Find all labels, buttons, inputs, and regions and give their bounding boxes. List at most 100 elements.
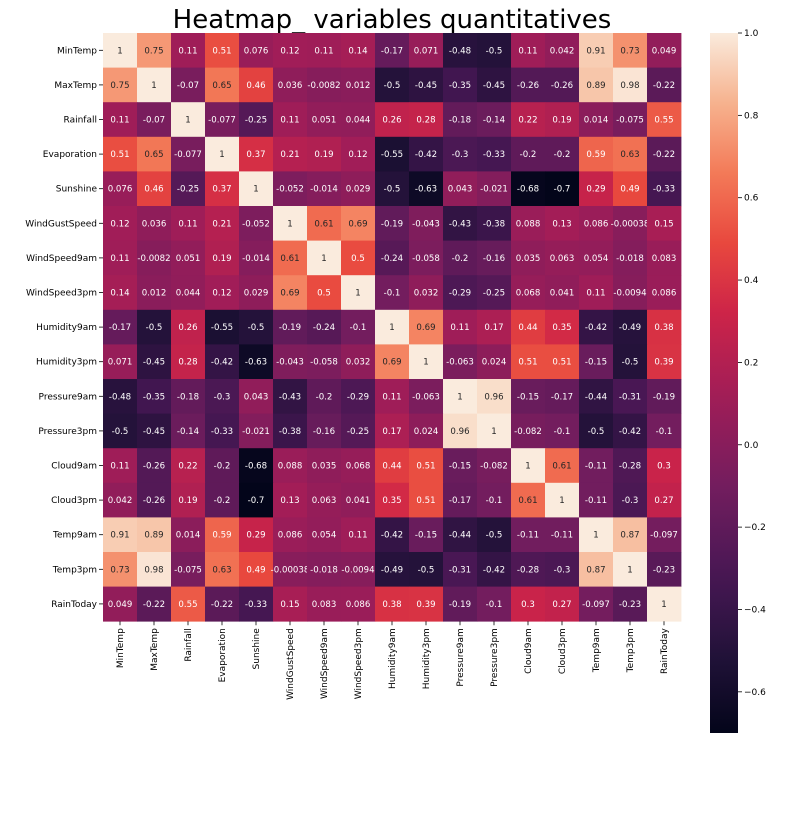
cell-value-label: 0.12 [110, 219, 129, 229]
cell-value-label: -0.29 [449, 289, 471, 299]
heatmap-cell [137, 171, 172, 207]
cell-value-label: 0.63 [212, 565, 231, 575]
heatmap-cell [137, 448, 172, 484]
heatmap-cell [545, 413, 580, 449]
heatmap-cell [477, 344, 512, 380]
cell-value-label: -0.22 [211, 600, 233, 610]
cell-value-label: -0.021 [480, 185, 508, 195]
heatmap-cell [579, 448, 614, 484]
heatmap-cell [511, 344, 546, 380]
heatmap-cell [307, 517, 342, 553]
heatmap-cell [477, 67, 512, 103]
cell-value-label: -0.33 [653, 185, 675, 195]
cell-value-label: -0.2 [520, 150, 537, 160]
cell-value-label: 0.071 [414, 46, 439, 56]
cell-value-label: -0.22 [653, 150, 675, 160]
cell-value-label: -0.45 [143, 358, 165, 368]
heatmap-cell [307, 33, 342, 68]
heatmap-cell [613, 33, 648, 68]
heatmap-cell [647, 552, 682, 587]
heatmap-cell [511, 517, 546, 553]
cell-value-label: -0.058 [412, 254, 440, 264]
heatmap-cell [103, 482, 138, 518]
y-tick-label: Humidity9am [36, 323, 97, 333]
y-tick-label: Cloud3pm [51, 496, 97, 506]
heatmap-cell [443, 67, 478, 103]
heatmap-cell [239, 33, 274, 68]
heatmap-cell [443, 586, 478, 622]
cell-value-label: 0.3 [657, 462, 671, 472]
heatmap-cell [545, 517, 580, 553]
cell-value-label: 0.91 [586, 46, 605, 56]
cell-value-label: -0.077 [174, 150, 202, 160]
cell-value-label: 0.59 [586, 150, 605, 160]
cell-value-label: -0.42 [211, 358, 233, 368]
cell-value-label: 0.44 [382, 462, 401, 472]
heatmap-cell [647, 240, 682, 276]
heatmap-cell [409, 171, 444, 207]
heatmap-cell [205, 309, 240, 345]
heatmap-cell [239, 344, 274, 380]
x-tick-label: Evaporation [218, 628, 228, 682]
heatmap-cell [103, 240, 138, 276]
heatmap-cell [239, 309, 274, 345]
y-tick-label: WindSpeed9am [26, 254, 97, 264]
cell-value-label: 0.55 [178, 600, 197, 610]
cell-value-label: 0.014 [176, 531, 201, 541]
cell-value-label: 0.22 [518, 116, 537, 126]
heatmap-cell [579, 482, 614, 518]
cell-value-label: 0.076 [108, 185, 133, 195]
heatmap-cell [137, 67, 172, 103]
cell-value-label: -0.25 [347, 427, 369, 437]
cell-value-label: -0.24 [381, 254, 403, 264]
cell-value-label: 1 [457, 392, 462, 402]
heatmap-cell [239, 448, 274, 484]
heatmap-cell [137, 240, 172, 276]
cell-value-label: -0.018 [310, 565, 338, 575]
heatmap-cell [511, 275, 546, 311]
cell-value-label: 0.69 [280, 289, 299, 299]
heatmap-cell [341, 102, 376, 138]
cell-value-label: 0.73 [110, 565, 129, 575]
cell-value-label: -0.1 [384, 289, 401, 299]
heatmap-cell [239, 206, 274, 241]
cell-value-label: -0.5 [384, 81, 401, 91]
heatmap-cell [273, 448, 308, 484]
cell-value-label: 0.39 [416, 600, 435, 610]
cell-value-label: 0.063 [550, 254, 575, 264]
cell-value-label: 0.26 [382, 116, 401, 126]
x-tick-label: Temp3pm [626, 628, 636, 673]
cell-value-label: -0.68 [245, 462, 267, 472]
heatmap-cell [375, 206, 410, 241]
heatmap-cell [171, 240, 206, 276]
heatmap-cell [545, 136, 580, 172]
heatmap-cell [545, 33, 580, 68]
cell-value-label: -0.25 [177, 185, 199, 195]
cell-value-label: -0.2 [214, 462, 231, 472]
heatmap-cell [171, 136, 206, 172]
heatmap-cell [103, 171, 138, 207]
heatmap-cell [137, 517, 172, 553]
cell-value-label: 0.37 [212, 185, 231, 195]
cell-value-label: -0.33 [245, 600, 267, 610]
heatmap-cell [307, 67, 342, 103]
cell-value-label: 0.11 [110, 254, 129, 264]
heatmap-cell [443, 171, 478, 207]
cell-value-label: -0.28 [517, 565, 539, 575]
cell-value-label: 1 [117, 46, 122, 56]
heatmap-cell [307, 102, 342, 138]
y-tick-label: Humidity3pm [36, 358, 97, 368]
cell-value-label: 0.49 [620, 185, 639, 195]
cell-value-label: 0.11 [586, 289, 605, 299]
heatmap-cell [307, 309, 342, 345]
cell-value-label: -0.5 [486, 46, 503, 56]
cell-value-label: -0.26 [517, 81, 539, 91]
heatmap-cell [443, 206, 478, 241]
heatmap-cell [205, 413, 240, 449]
cell-value-label: 0.51 [416, 496, 435, 506]
cell-value-label: 0.043 [244, 392, 269, 402]
heatmap-cell [205, 206, 240, 241]
heatmap-cell [307, 552, 342, 587]
cell-value-label: 0.13 [280, 496, 299, 506]
cell-value-label: -0.17 [551, 392, 573, 402]
